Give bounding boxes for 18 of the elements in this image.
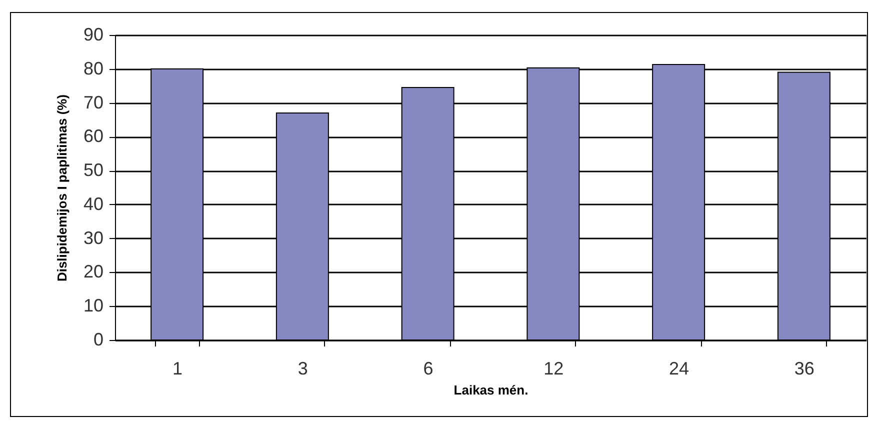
y-tick-label: 50 — [83, 160, 104, 180]
y-tick-label: 10 — [83, 296, 104, 316]
y-tick-label: 90 — [83, 24, 104, 44]
y-tick-label: 40 — [83, 194, 104, 214]
y-tick-label: 30 — [83, 228, 104, 248]
y-tick-label: 0 — [93, 330, 104, 350]
x-tick-label: 1 — [172, 358, 183, 378]
x-tick-label: 24 — [669, 358, 690, 378]
x-tick-label: 6 — [423, 358, 434, 378]
y-tick-label: 80 — [83, 58, 104, 78]
x-tick-label: 3 — [298, 358, 308, 378]
y-tick-label: 60 — [83, 126, 104, 146]
y-axis-title: Dislipidemijos I paplitimas (%) — [54, 94, 70, 282]
x-axis-title: Laikas mén. — [454, 382, 528, 398]
x-tick-label: 12 — [544, 358, 564, 378]
y-tick-label: 70 — [83, 92, 104, 112]
y-tick-label: 20 — [83, 262, 104, 282]
x-tick-label: 36 — [794, 358, 814, 378]
